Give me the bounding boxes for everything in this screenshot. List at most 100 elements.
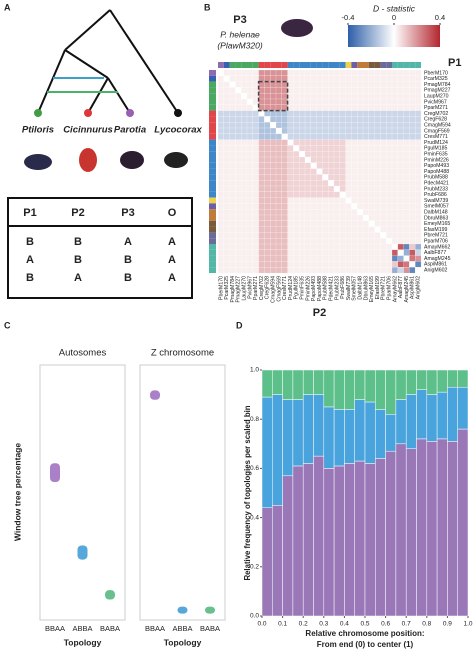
p3-label: P3 [233, 14, 246, 26]
heat-cell [293, 127, 300, 134]
heat-cell [368, 98, 375, 105]
heat-cell [299, 139, 306, 146]
heat-cell [270, 116, 277, 123]
heat-cell [299, 261, 306, 268]
heat-cell [351, 133, 358, 140]
heat-cell [241, 185, 248, 192]
heat-cell [415, 110, 422, 117]
heat-cell [339, 93, 346, 100]
heat-cell [252, 180, 259, 187]
heat-cell [333, 255, 340, 262]
heat-cell [333, 116, 340, 123]
taxon-label: Lycocorax [154, 125, 202, 136]
heat-cell [362, 69, 369, 76]
heat-cell [397, 168, 404, 175]
column-label: DalbM148 [357, 276, 363, 300]
heat-cell [322, 110, 329, 117]
x-tick-label: BABA [200, 624, 220, 633]
heat-cell [391, 255, 398, 262]
heat-cell [223, 162, 230, 169]
heat-cell [223, 197, 230, 204]
heat-cell [316, 122, 323, 129]
heat-cell [339, 69, 346, 76]
heat-cell [362, 104, 369, 111]
heat-cell [322, 81, 329, 88]
heat-cell [304, 162, 311, 169]
heat-cell [217, 168, 224, 175]
heat-cell [258, 69, 265, 76]
heat-cell [368, 243, 375, 250]
heat-cell [386, 145, 393, 152]
heat-cell [310, 69, 317, 76]
bar-segment [375, 458, 386, 617]
heat-cell [328, 180, 335, 187]
heat-cell [391, 133, 398, 140]
heat-cell [415, 98, 422, 105]
heat-cell [333, 110, 340, 117]
heat-cell [275, 232, 282, 239]
heat-cell [229, 98, 236, 105]
heat-cell [339, 156, 346, 163]
row-label: PmagM227 [424, 88, 451, 94]
heat-cell [374, 87, 381, 94]
heat-cell [310, 75, 317, 82]
heat-cell [281, 209, 288, 216]
heat-cell [322, 261, 329, 268]
heat-cell [339, 110, 346, 117]
heat-cell [241, 87, 248, 94]
heat-cell [380, 98, 387, 105]
heat-cell [415, 226, 422, 233]
heat-cell [333, 197, 340, 204]
group-strip [218, 62, 224, 68]
heat-cell [299, 122, 306, 129]
heat-cell [281, 174, 288, 181]
heat-cell [368, 220, 375, 227]
heat-cell [229, 139, 236, 146]
heat-cell [275, 261, 282, 268]
y-tick-label: 1.0 [250, 367, 259, 374]
group-strip [345, 62, 352, 68]
heat-cell [287, 145, 294, 152]
heat-cell [345, 255, 352, 262]
heat-cell [345, 220, 352, 227]
heat-cell [351, 110, 358, 117]
heat-cell [241, 110, 248, 117]
group-strip [209, 267, 216, 273]
heat-cell [328, 238, 335, 245]
heat-cell [223, 226, 230, 233]
heat-cell [339, 116, 346, 123]
heat-cell [252, 226, 259, 233]
heat-cell [223, 110, 230, 117]
column-label: AspiM861 [410, 276, 416, 299]
heat-cell [246, 69, 253, 76]
heat-cell [299, 162, 306, 169]
heat-cell [229, 197, 236, 204]
heat-cell [246, 168, 253, 175]
heat-cell [333, 122, 340, 129]
bar-segment [272, 505, 283, 617]
heat-cell [316, 87, 323, 94]
heat-cell [252, 133, 259, 140]
heat-cell [258, 145, 265, 152]
heat-cell [287, 191, 294, 198]
bar-segment [323, 468, 335, 617]
heat-cell [345, 81, 352, 88]
heat-cell [386, 197, 393, 204]
heat-cell [287, 226, 294, 233]
heat-cell [229, 209, 236, 216]
heat-cell [229, 214, 236, 221]
heat-cell [299, 191, 306, 198]
heat-cell [241, 214, 248, 221]
heat-cell [246, 110, 253, 117]
heat-cell [223, 139, 230, 146]
heat-cell [229, 168, 236, 175]
heat-cell [362, 261, 369, 268]
heat-cell [322, 116, 329, 123]
heat-cell [380, 232, 387, 239]
heat-cell [264, 180, 271, 187]
heat-cell [229, 156, 236, 163]
column-label: PparM271 [253, 276, 259, 300]
heat-cell [322, 197, 329, 204]
heat-cell [287, 110, 294, 117]
heat-cell [304, 127, 311, 134]
